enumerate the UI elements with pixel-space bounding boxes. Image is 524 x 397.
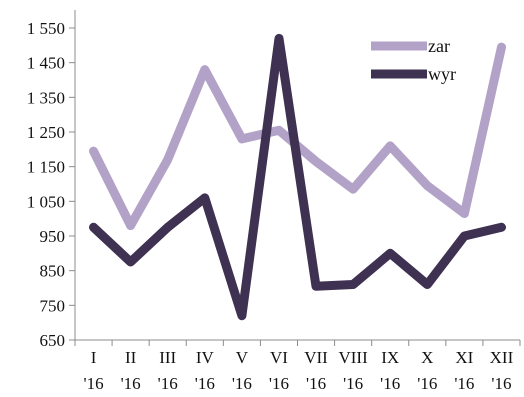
x-tick-label-month: X: [421, 348, 433, 367]
x-tick-label-year: '16: [380, 374, 400, 393]
y-tick-label: 1 250: [27, 123, 65, 142]
x-tick-label-year: '16: [491, 374, 511, 393]
y-tick-label: 1 150: [27, 158, 65, 177]
x-tick-label-year: '16: [417, 374, 437, 393]
y-tick-label: 1 350: [27, 88, 65, 107]
x-tick-labels: I '16 II '16 III '16 IV '16 V '16 VI '16 VII '16 VIII '…: [84, 348, 514, 393]
x-tick-label-month: XI: [455, 348, 473, 367]
series-line-wyr: [89, 33, 506, 321]
x-tick-label-year: '16: [269, 374, 289, 393]
x-tick-label-year: '16: [121, 374, 141, 393]
x-tick-label-year: '16: [195, 374, 215, 393]
x-tick-label-month: VII: [304, 348, 328, 367]
y-tick-label: 850: [40, 262, 66, 281]
x-tick-label-month: I: [91, 348, 97, 367]
y-tick-label: 950: [40, 227, 66, 246]
y-tick-label: 1 550: [27, 19, 65, 38]
x-tick-label-month: V: [236, 348, 249, 367]
chart-axes: [69, 10, 521, 346]
legend-label-zar: zar: [428, 36, 450, 56]
x-tick-label-month: III: [159, 348, 176, 367]
x-tick-label-month: IX: [381, 348, 399, 367]
y-tick-label: 650: [40, 331, 66, 350]
x-tick-label-month: VI: [270, 348, 288, 367]
x-tick-label-year: '16: [84, 374, 104, 393]
x-tick-label-month: II: [125, 348, 137, 367]
x-tick-label-year: '16: [158, 374, 178, 393]
y-tick-label: 1 050: [27, 192, 65, 211]
y-tick-labels: 650 750 850 950 1 050 1 150 1 250 1 350 1 450 1 5…: [27, 19, 65, 350]
x-tick-label-year: '16: [306, 374, 326, 393]
x-tick-label-year: '16: [454, 374, 474, 393]
x-tick-label-year: '16: [343, 374, 363, 393]
legend: zar wyr: [371, 36, 456, 84]
x-tick-label-year: '16: [232, 374, 252, 393]
legend-label-wyr: wyr: [428, 64, 456, 84]
x-tick-label-month: XII: [490, 348, 514, 367]
x-tick-label-month: VIII: [338, 348, 368, 367]
y-tick-label: 1 450: [27, 54, 65, 73]
series-lines: [89, 33, 506, 321]
y-tick-label: 750: [40, 296, 66, 315]
x-tick-label-month: IV: [196, 348, 215, 367]
